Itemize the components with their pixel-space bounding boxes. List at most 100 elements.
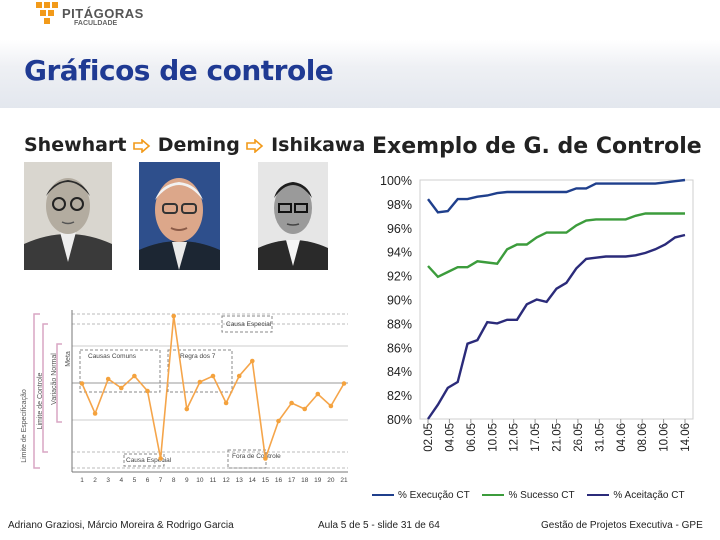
cc-x-tick-label: 1 xyxy=(80,477,84,484)
legend-item-sucesso: % Sucesso CT xyxy=(482,490,575,501)
cc-label-limite-controle: Limite de Controle xyxy=(37,372,44,429)
cc-x-tick-label: 16 xyxy=(275,477,283,484)
title-band xyxy=(0,40,720,108)
logo-subtitle: FACULDADE xyxy=(74,20,118,27)
mc-x-tick-label: 21.05 xyxy=(552,423,564,452)
lineage-heading: Shewhart Deming Ishikawa xyxy=(24,134,365,156)
cc-x-tick-label: 11 xyxy=(210,477,217,484)
mc-series xyxy=(427,178,686,420)
mc-x-tick-label: 10.06 xyxy=(659,423,671,452)
cc-point xyxy=(119,385,124,391)
cc-x-tick-label: 10 xyxy=(196,477,204,484)
cc-x-tick-label: 2 xyxy=(93,477,97,484)
cc-label-causas-comuns: Causas Comuns xyxy=(88,353,137,360)
mc-x-tick-label: 10.05 xyxy=(487,423,499,452)
mc-y-tick-label: 80% xyxy=(387,413,412,427)
mc-x-tick-label: 02.05 xyxy=(423,423,435,452)
mc-x-tick-label: 17.05 xyxy=(530,423,542,452)
cc-point xyxy=(79,381,85,386)
cc-point xyxy=(236,373,242,379)
mc-x-tick-label: 04.05 xyxy=(444,423,456,452)
cc-point xyxy=(92,411,98,416)
mc-y-tick-label: 94% xyxy=(387,246,412,260)
mc-x-tick-label: 14.06 xyxy=(680,423,692,452)
mc-y-tick-label: 86% xyxy=(387,341,412,355)
mc-series-sucesso xyxy=(427,212,685,279)
cc-x-tick-label: 13 xyxy=(236,477,244,484)
legend-label-sucesso: % Sucesso CT xyxy=(508,490,575,501)
cc-point xyxy=(158,456,163,461)
logo-name: PITÁGORAS xyxy=(62,6,144,21)
legend-item-aceitacao: % Aceitação CT xyxy=(587,490,685,501)
legend-label-aceitacao: % Aceitação CT xyxy=(613,490,685,501)
portrait-deming xyxy=(139,162,220,270)
cc-x-tick-label: 4 xyxy=(119,477,123,484)
cc-point xyxy=(171,313,176,319)
mc-x-ticks: 02.05 04.05 06.05 10.05 12.05 17.05 21.05 26.05… xyxy=(423,419,692,452)
cc-point xyxy=(315,391,321,397)
cc-x-tick-label: 19 xyxy=(314,477,322,484)
footer-authors: Adriano Graziosi, Márcio Moreira & Rodri… xyxy=(8,520,234,531)
portrait-ishikawa xyxy=(258,162,328,270)
cc-x-tick-label: 15 xyxy=(262,477,270,484)
chart-title: Exemplo de G. de Controle xyxy=(372,134,702,159)
cc-label-regra: Regra dos 7 xyxy=(180,353,216,360)
cc-point xyxy=(145,388,150,394)
cc-point xyxy=(210,373,216,379)
mc-x-tick-label: 08.06 xyxy=(637,423,649,452)
cc-x-tick-label: 12 xyxy=(222,477,230,484)
cc-label-fora-controle: Fora de Controle xyxy=(232,453,281,460)
mc-x-tick-label: 06.05 xyxy=(466,423,478,452)
cc-x-tick-label: 3 xyxy=(106,477,110,484)
hollow-right-arrow-icon xyxy=(246,137,264,154)
mc-series-aceitacao xyxy=(427,233,686,420)
pitagoras-logo-icon xyxy=(36,2,58,24)
mc-y-tick-label: 88% xyxy=(387,317,412,331)
cc-x-tick-label: 14 xyxy=(249,477,257,484)
cc-point xyxy=(197,379,203,385)
cc-point xyxy=(223,400,229,406)
mc-x-tick-label: 12.05 xyxy=(509,423,521,452)
cc-point xyxy=(105,376,111,382)
mc-y-tick-label: 82% xyxy=(387,389,412,403)
cc-x-tick-label: 7 xyxy=(159,477,163,484)
lineage-ishikawa: Ishikawa xyxy=(271,134,366,156)
cc-point xyxy=(302,406,308,412)
cc-x-tick-label: 20 xyxy=(327,477,335,484)
mc-x-tick-label: 31.05 xyxy=(594,423,606,452)
chart-legend: % Execução CT % Sucesso CT % Aceitação C… xyxy=(372,490,695,501)
main-line-chart: 100% 98% 96% 94% 92% 90% 88% 86% 84% 82% 80% 02.05… xyxy=(380,174,694,452)
cc-label-meta: Meta xyxy=(65,351,72,367)
cc-x-tick-label: 9 xyxy=(185,477,189,484)
cc-axis-labels: Limite de Especificação Limite de Contro… xyxy=(21,351,72,463)
cc-point xyxy=(184,406,190,412)
mc-y-tick-label: 90% xyxy=(387,294,412,308)
mc-y-tick-label: 96% xyxy=(387,222,412,236)
cc-x-tick-label: 6 xyxy=(146,477,150,484)
cc-xticks: 1 2 3 4 5 6 7 8 9 10 11 12 13 14 15 16 17 18 19 20 21 xyxy=(80,477,348,484)
mc-y-ticks: 100% 98% 96% 94% 92% 90% 88% 86% 84% 82% 80% xyxy=(380,174,412,427)
mc-y-tick-label: 100% xyxy=(380,174,412,188)
footer-slide-info: Aula 5 de 5 - slide 31 de 64 xyxy=(318,520,440,531)
cc-label-causa-especial-top: Causa Especial xyxy=(226,321,272,328)
cc-plot xyxy=(79,313,347,461)
cc-point xyxy=(276,418,281,424)
cc-x-tick-label: 17 xyxy=(288,477,296,484)
cc-point xyxy=(328,403,334,409)
cc-x-tick-label: 8 xyxy=(172,477,176,484)
mc-y-tick-label: 84% xyxy=(387,365,412,379)
mc-grid xyxy=(419,179,694,420)
mc-x-tick-label: 04.06 xyxy=(616,423,628,452)
cc-point xyxy=(132,373,137,379)
legend-item-execucao: % Execução CT xyxy=(372,490,470,501)
lineage-deming: Deming xyxy=(157,134,240,156)
cc-label-variacao-normal: Variação Normal xyxy=(51,353,58,405)
page-title: Gráficos de controle xyxy=(24,54,334,87)
pitagoras-logo: PITÁGORAS FACULDADE xyxy=(36,2,156,32)
cc-x-tick-label: 18 xyxy=(301,477,309,484)
cc-point xyxy=(263,456,268,461)
cc-label-limite-especificacao: Limite de Especificação xyxy=(21,389,28,463)
cc-point xyxy=(341,381,347,386)
hollow-right-arrow-icon xyxy=(133,137,151,154)
cc-point xyxy=(289,400,294,406)
